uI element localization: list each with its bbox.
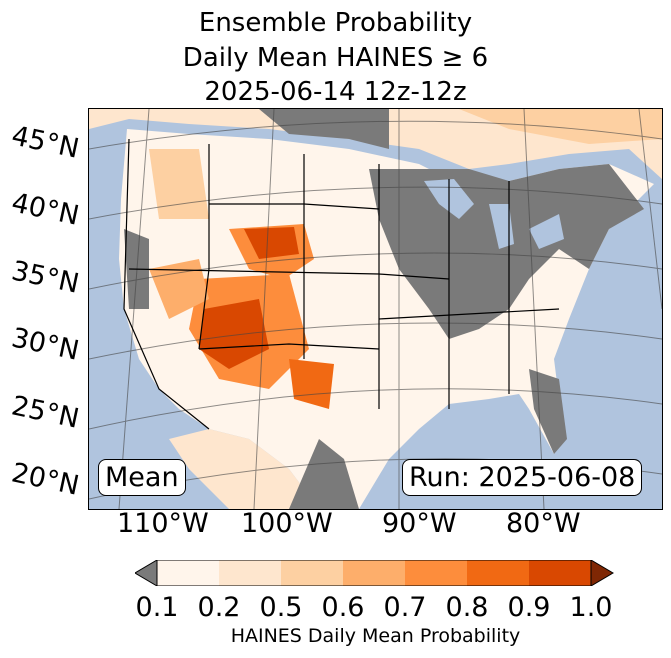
lake-huron: [529, 214, 564, 249]
probability-map: [89, 109, 662, 509]
lat-label-30: 30°N: [8, 322, 82, 367]
mode-label-box: Mean: [98, 459, 186, 496]
lat-label-45: 45°N: [8, 120, 82, 165]
colorbar-segment-3: [281, 560, 343, 586]
mexico-land: [169, 429, 319, 509]
probability-area-southwest-core: [199, 299, 269, 369]
colorbar-over-arrow: [590, 560, 614, 586]
colorbar-segment-5: [405, 560, 467, 586]
probability-area-great-basin: [149, 259, 209, 319]
colorbar-tick-0.5: 0.5: [259, 592, 303, 623]
probability-area-colorado-core: [244, 227, 299, 259]
lon-label-90: 90°W: [382, 508, 457, 539]
colorbar-under-arrow: [135, 560, 158, 586]
no-data-north: [259, 109, 389, 149]
probability-area-northwest: [149, 149, 209, 219]
colorbar-tick-0.2: 0.2: [197, 592, 241, 623]
lat-label-25: 25°N: [8, 390, 82, 435]
title-line-1: Ensemble Probability: [198, 8, 473, 38]
title-line-3: 2025-06-14 12z-12z: [204, 77, 467, 107]
no-data-mexico: [289, 439, 359, 509]
colorbar-tick-0.8: 0.8: [445, 592, 489, 623]
lon-label-80: 80°W: [506, 508, 581, 539]
lake-michigan: [489, 204, 514, 249]
colorbar-segment-6: [467, 560, 529, 586]
colorbar-segment-7: [529, 560, 591, 586]
colorbar-tick-0.1: 0.1: [135, 592, 179, 623]
probability-area-west-texas: [289, 359, 334, 409]
colorbar-segment-2: [219, 560, 281, 586]
colorbar-tick-1.0: 1.0: [569, 592, 613, 623]
colorbar-tick-0.7: 0.7: [383, 592, 427, 623]
colorbar-outline: [156, 560, 592, 586]
lat-label-20: 20°N: [8, 457, 82, 502]
colorbar-segment-1: [157, 560, 219, 586]
lat-label-40: 40°N: [8, 187, 82, 232]
colorbar-tick-0.9: 0.9: [507, 592, 551, 623]
title-line-2: Daily Mean HAINES ≥ 6: [182, 43, 489, 73]
no-data-central: [369, 164, 644, 339]
map-panel: Mean Run: 2025-06-08: [88, 108, 663, 510]
colorbar-segment-4: [343, 560, 405, 586]
state-borders: [123, 138, 560, 430]
colorbar-label: HAINES Daily Mean Probability: [230, 625, 521, 647]
colorbar: [135, 560, 614, 586]
colorbar-tick-0.6: 0.6: [321, 592, 365, 623]
lon-label-110: 110°W: [117, 508, 209, 539]
run-label-box: Run: 2025-06-08: [402, 459, 643, 496]
lon-label-100: 100°W: [241, 508, 333, 539]
probability-area-canada: [459, 109, 662, 144]
lat-label-35: 35°N: [8, 255, 82, 300]
